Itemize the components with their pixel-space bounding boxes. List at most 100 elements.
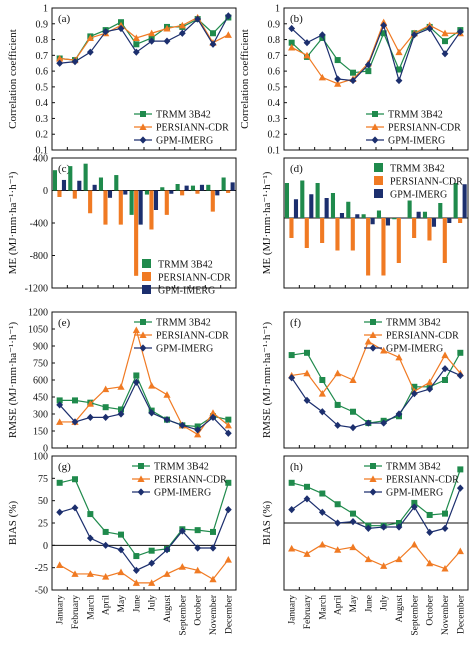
point-persiann xyxy=(209,575,217,583)
series-line-persiann xyxy=(59,16,229,61)
bar-persiann xyxy=(350,218,355,251)
point-trmm xyxy=(319,377,326,383)
bar-trmm xyxy=(68,166,73,191)
point-persiann xyxy=(71,570,79,577)
point-persiann xyxy=(56,54,64,62)
point-gpm xyxy=(456,484,464,492)
point-gpm xyxy=(456,371,464,380)
point-persiann xyxy=(224,31,232,38)
point-trmm xyxy=(304,483,310,490)
point-trmm xyxy=(304,349,310,356)
point-gpm xyxy=(334,421,342,429)
point-gpm xyxy=(318,408,326,416)
point-gpm xyxy=(410,390,418,398)
y-tick-label: 0.1 xyxy=(36,146,49,157)
series-line-persiann xyxy=(291,340,461,395)
point-gpm xyxy=(380,419,388,427)
y-tick-label: 0 xyxy=(43,541,48,552)
bar-gpm xyxy=(184,185,189,191)
bar-persiann xyxy=(289,218,294,238)
point-gpm xyxy=(102,413,110,421)
point-gpm xyxy=(380,523,388,531)
bar-gpm xyxy=(230,182,235,191)
bar-gpm xyxy=(355,214,360,218)
point-persiann xyxy=(117,383,125,390)
bar-gpm xyxy=(309,194,314,218)
bar-trmm xyxy=(361,214,366,218)
x-tick-label: March xyxy=(318,595,328,620)
y-tick-label: 0.6 xyxy=(36,67,49,78)
point-persiann xyxy=(318,73,326,81)
series-line-persiann xyxy=(59,327,229,436)
point-gpm xyxy=(334,75,342,83)
y-axis-label: Correlation coefficient xyxy=(7,29,19,129)
point-gpm xyxy=(426,528,434,536)
point-gpm xyxy=(148,409,156,417)
point-persiann xyxy=(148,382,156,389)
point-gpm xyxy=(441,365,449,373)
bar-persiann xyxy=(210,190,215,212)
bar-trmm xyxy=(300,180,305,218)
legend-swatch-trmm xyxy=(374,163,383,172)
point-persiann xyxy=(441,29,449,37)
point-gpm xyxy=(364,419,372,427)
point-gpm xyxy=(426,24,434,33)
y-tick-label: 750 xyxy=(33,359,48,370)
y-tick-label: 900 xyxy=(33,342,48,353)
x-tick-label: September xyxy=(178,594,188,635)
panel-label: (g) xyxy=(58,461,71,473)
point-persiann xyxy=(102,385,110,393)
bar-trmm xyxy=(175,184,180,191)
bar-gpm xyxy=(169,190,174,194)
y-tick-label: 400 xyxy=(33,154,48,165)
bar-trmm xyxy=(98,177,104,191)
point-gpm xyxy=(410,503,418,511)
legend-swatch-persiann xyxy=(142,272,151,281)
panel-label: (c) xyxy=(58,163,71,175)
bar-persiann xyxy=(180,190,185,196)
bar-persiann xyxy=(442,218,447,263)
legend-marker-gpm xyxy=(369,344,377,352)
legend-label: TRMM 3B42 xyxy=(154,462,209,473)
point-gpm xyxy=(178,527,186,535)
bar-trmm xyxy=(129,190,134,215)
point-gpm xyxy=(209,40,217,48)
point-trmm xyxy=(72,397,78,404)
y-tick-label: 0.9 xyxy=(268,19,281,30)
bar-gpm xyxy=(138,190,143,225)
point-persiann xyxy=(334,369,342,377)
point-trmm xyxy=(133,41,140,48)
y-axis-label: RMSE (MJ·mm·ha⁻¹·h⁻¹) xyxy=(261,322,273,439)
y-tick-label: -1200 xyxy=(25,284,48,295)
legend-marker-gpm xyxy=(369,488,377,496)
point-trmm xyxy=(56,397,63,404)
x-tick-label: November xyxy=(441,594,451,635)
point-persiann xyxy=(209,409,217,416)
series-line-persiann xyxy=(59,559,229,584)
bar-persiann xyxy=(164,190,169,215)
legend-marker-persiann xyxy=(369,475,377,482)
point-gpm xyxy=(117,24,125,33)
point-trmm xyxy=(334,501,341,508)
series-line-trmm xyxy=(291,352,461,424)
point-trmm xyxy=(457,349,464,356)
legend-label: GPM-IMERG xyxy=(154,488,211,499)
point-gpm xyxy=(178,421,186,429)
legend-label: PERSIANN-CDR xyxy=(156,123,229,134)
panel-label: (b) xyxy=(290,13,303,25)
point-gpm xyxy=(349,518,357,526)
y-tick-label: 0.7 xyxy=(268,51,281,62)
point-persiann xyxy=(56,418,64,425)
point-persiann xyxy=(132,579,140,586)
point-gpm xyxy=(148,559,156,567)
x-tick-label: July xyxy=(380,595,390,611)
point-gpm xyxy=(163,546,171,554)
y-tick-label: -25 xyxy=(35,563,48,574)
point-gpm xyxy=(56,401,64,409)
point-trmm xyxy=(442,377,448,383)
point-persiann xyxy=(224,421,232,429)
legend-marker-persiann xyxy=(137,475,145,482)
bar-trmm xyxy=(206,184,211,191)
y-tick-label: 0.3 xyxy=(268,114,281,125)
point-trmm xyxy=(210,30,216,37)
